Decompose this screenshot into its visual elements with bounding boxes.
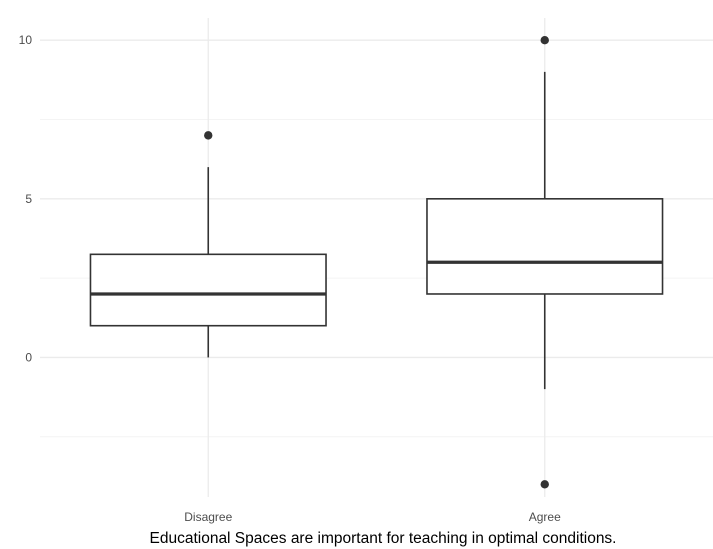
iqr-box — [426, 198, 664, 295]
y-tick-label: 10 — [19, 33, 33, 47]
y-tick-label: 0 — [25, 350, 32, 364]
x-tick-label: Disagree — [184, 510, 232, 524]
boxes — [89, 36, 664, 489]
outlier-point — [540, 480, 549, 489]
outlier-point — [204, 131, 213, 140]
box-group-agree — [426, 36, 664, 489]
y-tick-label: 5 — [25, 192, 32, 206]
x-tick-label: Agree — [529, 510, 561, 524]
x-axis-title: Educational Spaces are important for tea… — [150, 530, 617, 547]
iqr-box — [89, 253, 327, 327]
outlier-point — [540, 36, 549, 45]
axis-ticks: 0 5 10 Disagree Agree — [19, 33, 561, 524]
box-group-disagree — [89, 131, 327, 358]
